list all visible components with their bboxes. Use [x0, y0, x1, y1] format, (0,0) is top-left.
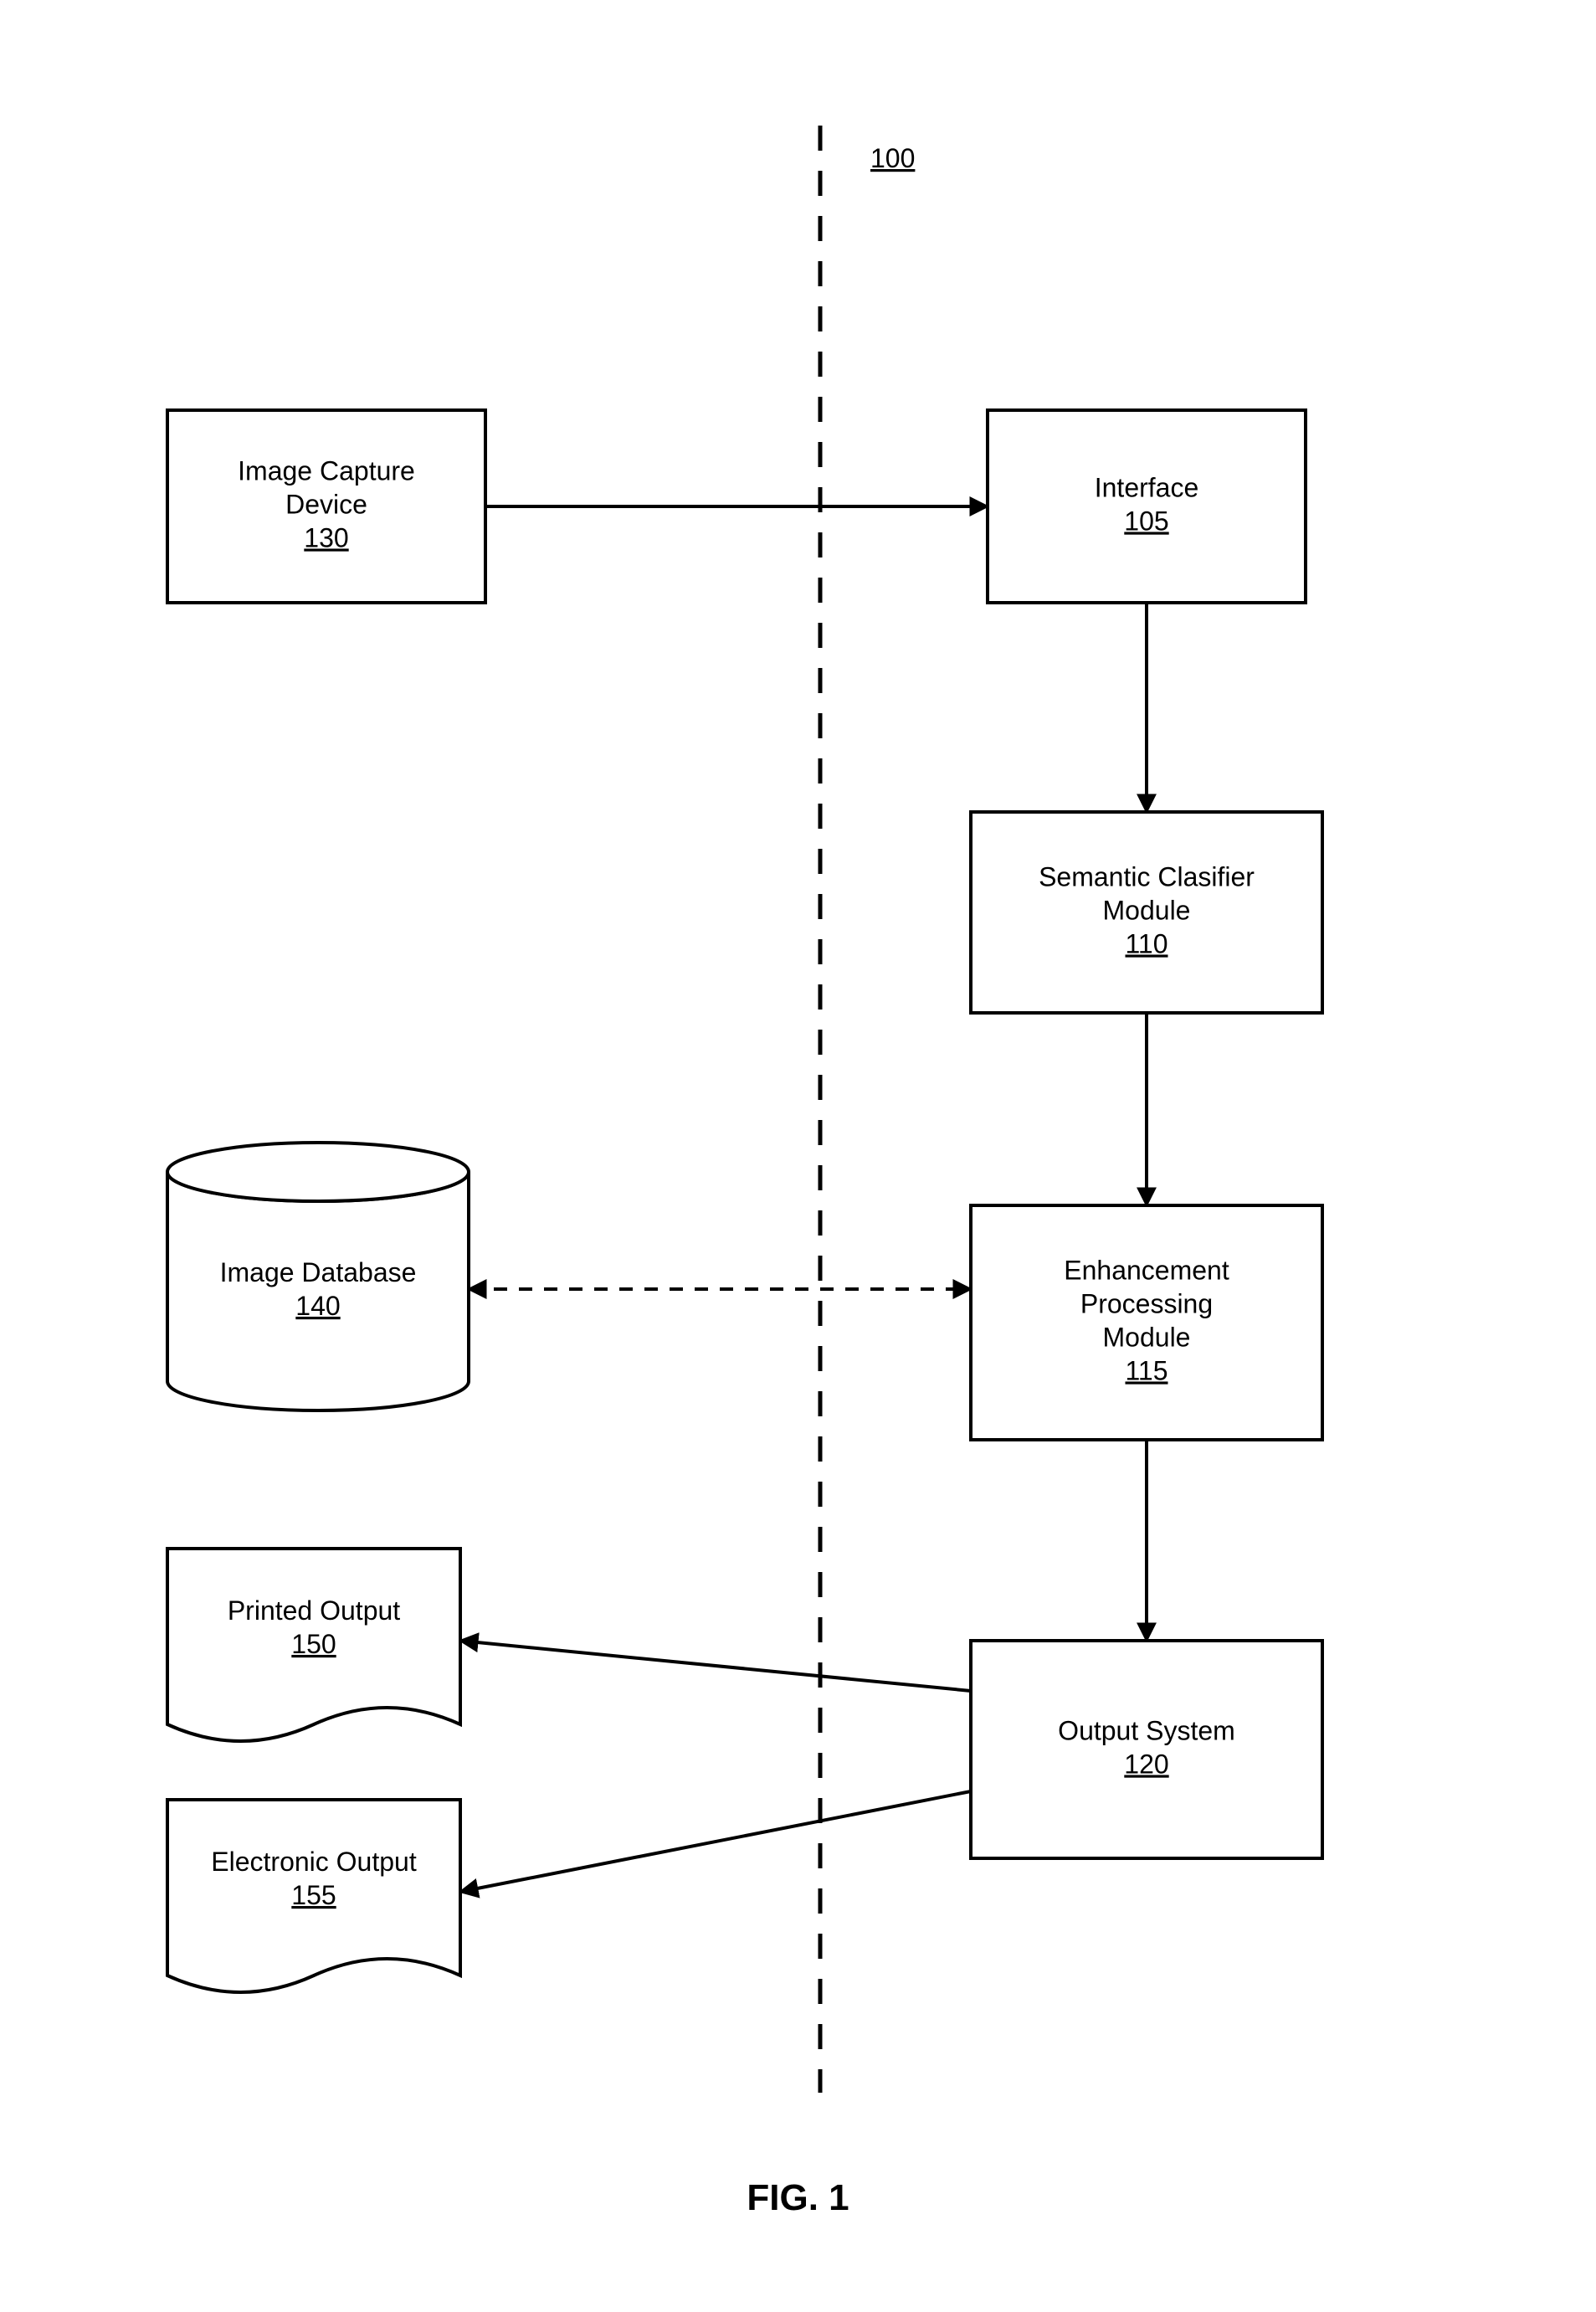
node-label: Output System: [1058, 1715, 1235, 1745]
node-label: Processing: [1080, 1288, 1213, 1318]
edge-output-to-electronic: [460, 1791, 971, 1892]
node-label: Image Database: [220, 1257, 417, 1287]
node-reference: 130: [304, 522, 348, 552]
node-reference: 155: [291, 1880, 336, 1910]
nodes-group: Image CaptureDevice130 Interface 105 Semant…: [167, 410, 1322, 1992]
node-label: Interface: [1095, 472, 1199, 502]
figure-caption: FIG. 1: [747, 2177, 849, 2218]
node-enhancement-processing-module: EnhancementProcessing Module115: [971, 1205, 1322, 1440]
node-output-system: Output System 120: [971, 1641, 1322, 1858]
figure-1-diagram: 100 Image CaptureDevice130 Interface 105 Sem…: [0, 0, 1596, 2312]
node-image-database: Image Database 140: [167, 1143, 469, 1410]
system-reference-label: 100: [870, 143, 915, 173]
node-interface: Interface 105: [988, 410, 1306, 603]
node-label: Semantic Clasifier: [1039, 861, 1255, 891]
node-electronic-output: Electronic Output155: [167, 1800, 460, 1992]
node-reference: 150: [291, 1629, 336, 1659]
node-semantic-classifier-module: Semantic Clasifier Module110: [971, 812, 1322, 1013]
node-label: Module: [1103, 895, 1191, 925]
node-image-capture-device: Image CaptureDevice130: [167, 410, 485, 603]
node-reference: 110: [1125, 928, 1167, 958]
node-reference: 115: [1125, 1355, 1167, 1385]
node-label: Image Capture: [238, 455, 415, 486]
node-reference: 105: [1124, 506, 1168, 536]
node-printed-output: Printed Output150: [167, 1549, 460, 1741]
node-label: Module: [1103, 1322, 1191, 1352]
node-reference: 120: [1124, 1749, 1168, 1779]
node-label: Printed Output: [228, 1595, 400, 1626]
node-reference: 140: [295, 1291, 340, 1321]
node-label: Electronic Output: [211, 1847, 417, 1877]
node-label: Enhancement: [1064, 1255, 1229, 1285]
edge-output-to-printed: [460, 1641, 971, 1691]
node-label: Device: [285, 489, 367, 519]
